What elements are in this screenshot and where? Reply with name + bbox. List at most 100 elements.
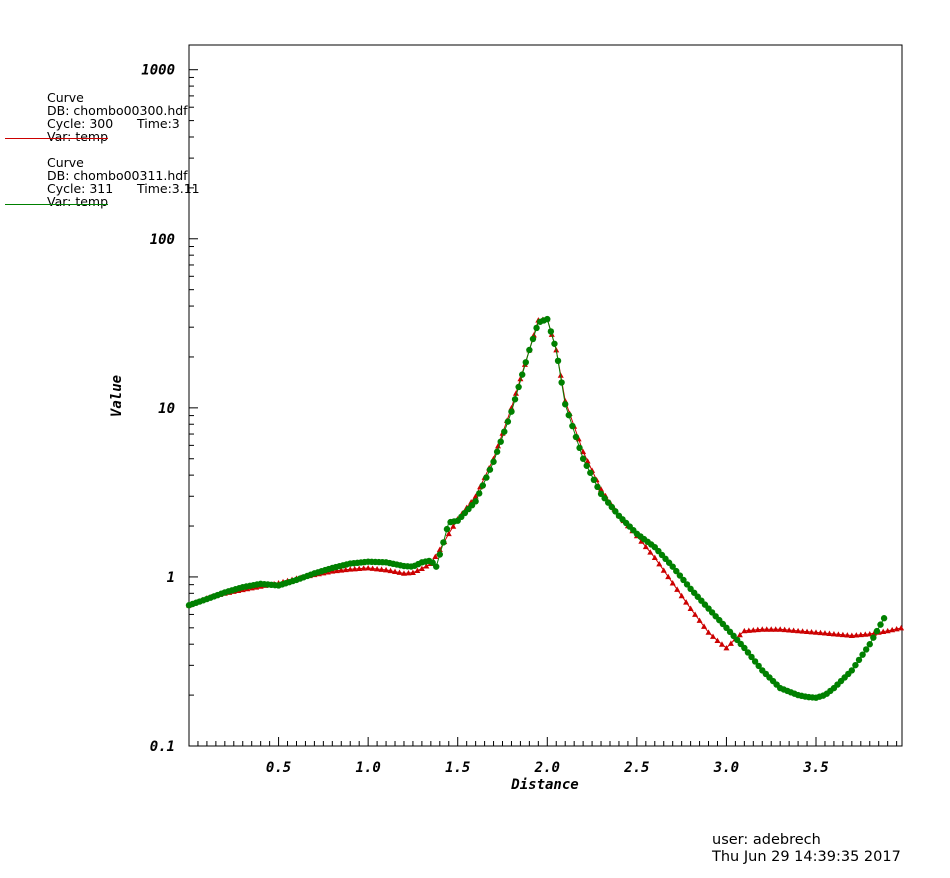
series-point <box>562 401 569 408</box>
x-axis-ticks: 0.5 1.0 1.5 2.0 2.5 3.0 3.5 <box>197 737 898 776</box>
series-point <box>569 422 576 430</box>
series-point <box>396 569 403 575</box>
series-point <box>786 627 793 633</box>
x-tick-label: 1.0 <box>355 760 380 776</box>
legend-time: Time:3 <box>137 116 180 131</box>
series-point <box>483 474 490 481</box>
series-point <box>705 629 712 635</box>
series-point <box>877 621 884 628</box>
legend-line-green <box>5 204 108 205</box>
series-point <box>884 627 891 634</box>
legend-cycle-row: Cycle: 300 Time:3 <box>47 117 188 130</box>
series-point <box>479 482 486 489</box>
legend-var: Var: temp <box>47 129 109 144</box>
series-point <box>723 644 730 651</box>
series-point <box>554 357 562 365</box>
series-point <box>579 455 587 462</box>
x-axis-title: Distance <box>510 777 578 793</box>
series-point <box>830 630 837 637</box>
series-point <box>504 418 512 425</box>
series-point <box>866 630 873 637</box>
series-point <box>501 428 508 435</box>
series-point <box>683 581 691 588</box>
series-point <box>680 576 687 584</box>
legend-cycle: Cycle: 300 <box>47 116 114 131</box>
series-point <box>490 458 497 465</box>
series-point <box>669 563 676 570</box>
series-point <box>870 634 877 641</box>
series-point <box>436 551 444 558</box>
series-point <box>544 315 551 323</box>
series-point <box>813 629 820 635</box>
series-point <box>472 498 479 505</box>
series-point <box>338 567 345 573</box>
series-point <box>777 626 784 632</box>
series-point <box>669 580 676 586</box>
y-tick-label: 100 <box>150 232 175 248</box>
series-point <box>590 476 598 484</box>
legend-entry-1: Curve DB: chombo00300.hdf Cycle: 300 Tim… <box>47 91 188 143</box>
series-point <box>754 626 761 633</box>
series-layer <box>185 315 905 701</box>
series-point <box>512 390 519 396</box>
series-point <box>748 653 755 661</box>
series-point <box>741 627 748 634</box>
series-point <box>665 573 672 580</box>
legend-line-red <box>5 138 108 139</box>
legend-db: DB: chombo00311.hdf <box>47 168 188 183</box>
series-point <box>862 646 870 653</box>
series-point <box>450 523 457 529</box>
series-point <box>583 462 590 469</box>
series-point <box>605 499 612 506</box>
series-point <box>804 628 811 634</box>
series-point <box>741 644 748 652</box>
series-point <box>374 565 381 572</box>
plot-area <box>188 44 903 747</box>
series-point <box>674 586 681 592</box>
series-point <box>572 433 580 441</box>
series-point <box>423 563 430 569</box>
series-point <box>508 408 515 415</box>
legend-title: Curve <box>47 155 84 170</box>
series-point <box>360 565 367 571</box>
series-point <box>862 631 869 637</box>
series-point <box>673 567 680 575</box>
series-point <box>750 627 757 633</box>
series-point <box>597 490 605 498</box>
series-point <box>533 324 540 332</box>
y-tick-label: 1000 <box>141 63 175 79</box>
series-point <box>826 630 833 636</box>
series-point <box>409 569 416 576</box>
series-point <box>763 626 770 632</box>
y-tick-label: 10 <box>158 401 175 417</box>
series-point <box>873 627 881 635</box>
series-point <box>714 637 721 644</box>
series-point <box>558 379 565 386</box>
series-point <box>701 623 708 629</box>
legend-time: Time:3.11 <box>137 181 200 196</box>
series-point <box>342 566 349 573</box>
x-tick-label: 1.5 <box>445 760 470 776</box>
series-point <box>584 458 591 464</box>
y-tick-label: 0.1 <box>150 739 175 755</box>
series-point <box>799 628 806 634</box>
series-point <box>519 371 526 378</box>
series-point <box>443 525 451 533</box>
series-point <box>880 615 888 622</box>
series-point <box>656 561 663 567</box>
series-point <box>378 566 385 572</box>
series-point <box>821 630 828 636</box>
footer-user: user: adebrech <box>712 832 821 848</box>
series-point <box>440 539 447 546</box>
series-point <box>414 567 421 574</box>
series-point <box>772 626 779 632</box>
series-point <box>476 490 483 497</box>
series-point <box>511 396 519 403</box>
series-point <box>405 569 412 576</box>
series-point <box>744 649 752 656</box>
series-point <box>565 411 572 419</box>
legend-db: DB: chombo00300.hdf <box>47 103 188 118</box>
series-point <box>790 627 797 633</box>
series-point <box>493 448 501 455</box>
series-point <box>710 633 717 639</box>
